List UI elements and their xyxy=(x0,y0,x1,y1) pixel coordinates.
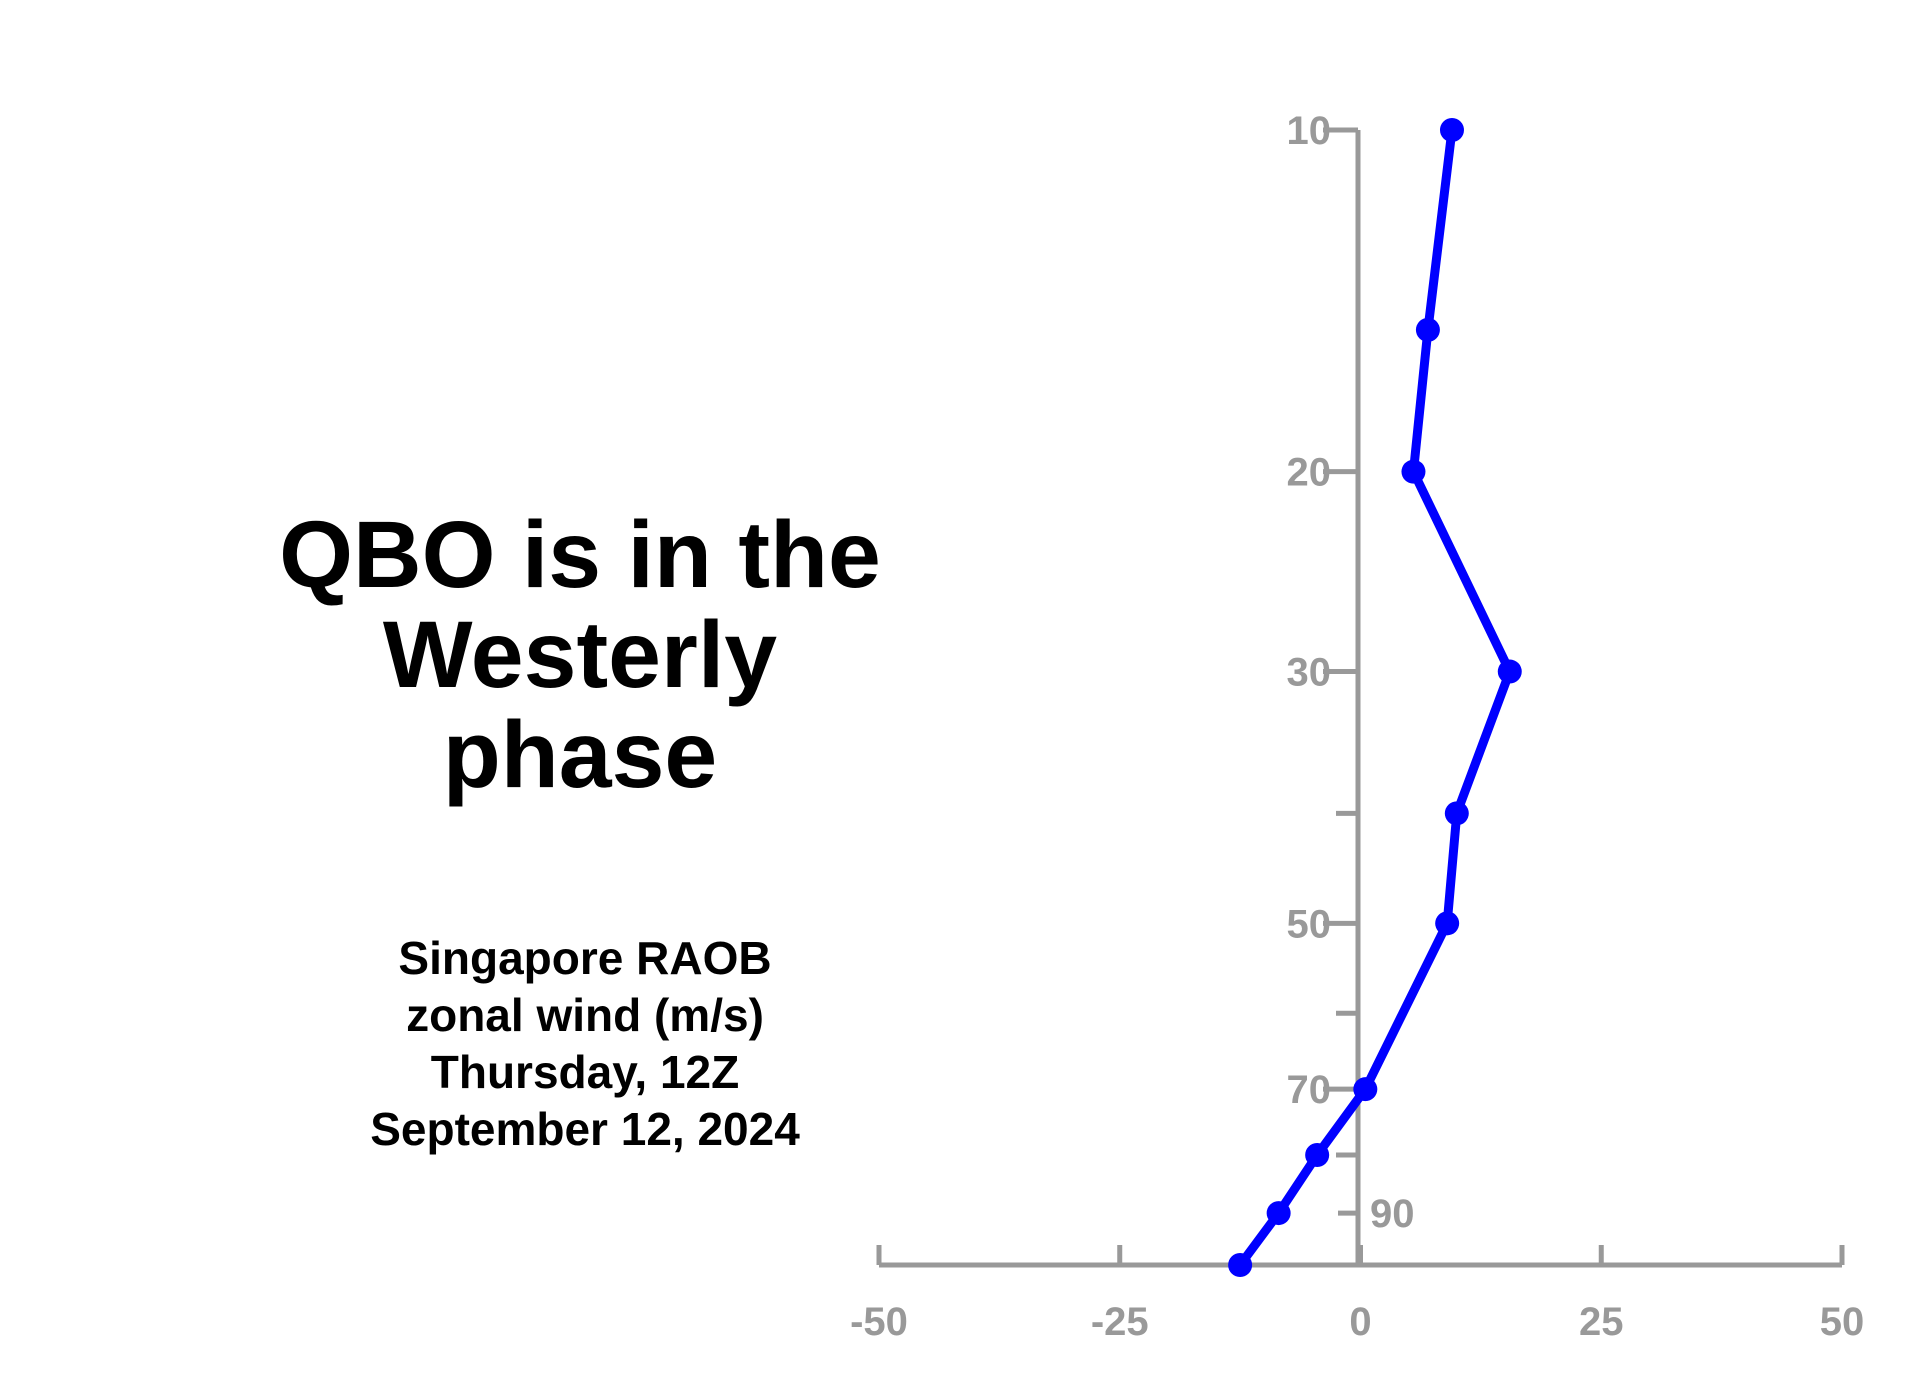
data-point xyxy=(1305,1143,1330,1168)
y-tick-label: 10 xyxy=(1287,109,1332,153)
x-tick-label: 0 xyxy=(1349,1300,1371,1344)
headline: QBO is in the Westerly phase xyxy=(190,505,970,805)
subtitle-line-station: Singapore RAOB xyxy=(398,932,772,984)
data-point xyxy=(1444,801,1469,826)
x-tick-label: -25 xyxy=(1091,1300,1149,1344)
y-tick-label: 70 xyxy=(1287,1068,1332,1112)
data-point xyxy=(1497,659,1522,684)
chart-axes: -50 -25 0 25 50 10 20 30 50 70 90 xyxy=(850,109,1864,1344)
y-tick-label: 50 xyxy=(1287,902,1332,946)
x-tick-label: -50 xyxy=(850,1300,908,1344)
data-point xyxy=(1228,1253,1253,1277)
y-tick-label: 90 xyxy=(1370,1192,1415,1236)
data-point xyxy=(1439,118,1464,142)
data-point xyxy=(1415,317,1440,342)
series-layer xyxy=(1228,118,1522,1277)
headline-line-1: QBO is in the xyxy=(279,502,881,608)
subtitle-line-variable: zonal wind (m/s) xyxy=(406,989,764,1041)
y-tick-label: 20 xyxy=(1287,451,1332,495)
chart-subtitle: Singapore RAOB zonal wind (m/s) Thursday… xyxy=(285,930,885,1158)
x-tick-label: 25 xyxy=(1579,1300,1624,1344)
subtitle-line-date: September 12, 2024 xyxy=(370,1103,800,1155)
data-point xyxy=(1435,911,1460,936)
data-point xyxy=(1266,1201,1291,1226)
series-line xyxy=(1235,125,1515,1270)
data-point xyxy=(1401,459,1426,484)
headline-line-3: phase xyxy=(442,702,718,808)
subtitle-line-time: Thursday, 12Z xyxy=(430,1046,740,1098)
data-point xyxy=(1353,1077,1378,1102)
y-tick-label: 30 xyxy=(1287,651,1332,695)
x-tick-label: 50 xyxy=(1820,1300,1865,1344)
headline-line-2: Westerly xyxy=(382,602,778,708)
